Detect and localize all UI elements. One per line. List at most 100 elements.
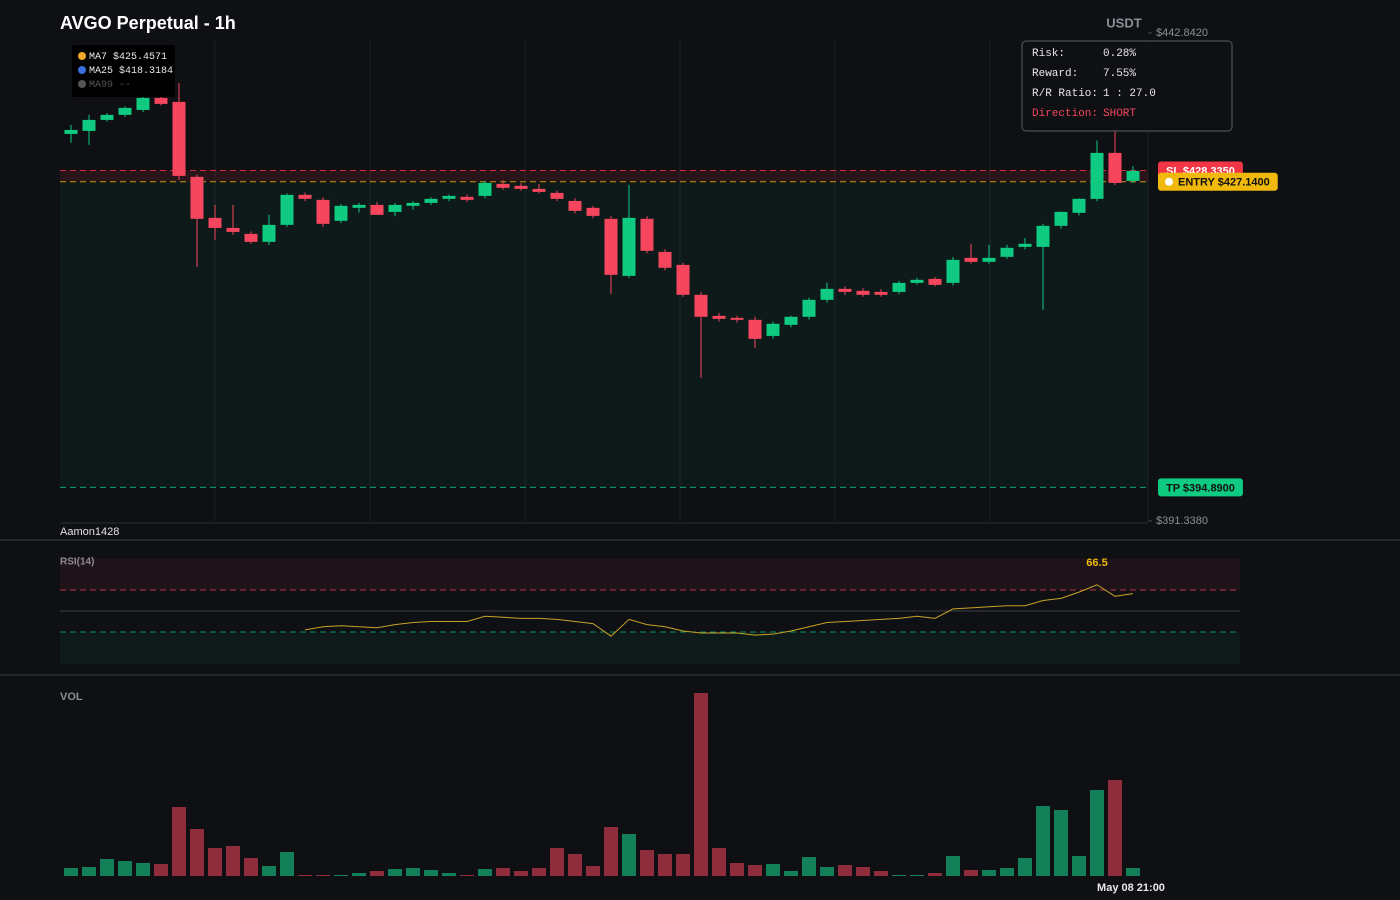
volume-bar xyxy=(802,857,816,876)
volume-bar xyxy=(748,865,762,876)
badge-dot xyxy=(1165,177,1173,186)
badge-bg xyxy=(1158,172,1278,191)
candle-body xyxy=(1018,243,1032,247)
volume-bar xyxy=(442,873,456,876)
risk-value: 7.55% xyxy=(1103,68,1136,80)
vol-title: VOL xyxy=(60,691,83,703)
legend-name: MA7 xyxy=(89,52,107,63)
volume-bar xyxy=(1018,858,1032,876)
volume-bar xyxy=(334,875,348,876)
risk-label: Reward: xyxy=(1032,68,1078,80)
level-badge: TP $394.8900 xyxy=(1158,478,1243,497)
candle-body xyxy=(388,204,402,212)
legend-dot xyxy=(78,80,86,88)
legend-text: MA25 $418.3184 xyxy=(89,65,173,77)
candle-body xyxy=(1108,152,1122,183)
candle-body xyxy=(370,204,384,215)
legend-name: MA99 xyxy=(89,80,113,91)
volume-bar xyxy=(1126,868,1140,876)
rsi-value-label: 66.5 xyxy=(1086,557,1107,569)
y-tick-label: $391.3380 xyxy=(1156,515,1208,527)
risk-label: R/R Ratio: xyxy=(1032,88,1098,100)
level-badge: ENTRY $427.1400 xyxy=(1158,172,1278,191)
volume-bar xyxy=(244,858,258,876)
volume-bar xyxy=(460,875,474,876)
candle-body xyxy=(460,196,474,200)
volume-bar xyxy=(316,875,330,876)
volume-bar xyxy=(1090,790,1104,876)
currency: USDT xyxy=(1106,15,1141,30)
oversold-zone xyxy=(60,632,1240,664)
volume-bar xyxy=(568,854,582,876)
risk-panel-bg xyxy=(1021,40,1233,132)
candle-body xyxy=(82,119,96,131)
candle-body xyxy=(280,194,294,225)
candle-body xyxy=(208,217,222,228)
candle-body xyxy=(406,202,420,206)
volume-bar xyxy=(136,863,150,876)
volume-bar xyxy=(550,848,564,876)
volume-bar xyxy=(658,854,672,876)
volume-bar xyxy=(496,868,510,876)
candle-body xyxy=(640,218,654,251)
candle-body xyxy=(622,217,636,276)
risk-panel: Risk: 0.28% Reward: 7.55% R/R Ratio: 1 : 27.0… xyxy=(1021,40,1233,132)
volume-bar xyxy=(1000,868,1014,876)
candle-body xyxy=(658,251,672,268)
volume-bar xyxy=(172,807,186,876)
candle-body xyxy=(1036,225,1050,247)
volume-bar xyxy=(118,861,132,876)
risk-label: Risk: xyxy=(1032,48,1065,60)
legend-text: MA99 -- xyxy=(89,80,131,91)
legend-name: MA25 xyxy=(89,66,113,77)
candle-body xyxy=(856,290,870,295)
legend-bg xyxy=(72,45,175,97)
level-label: ENTRY $427.1400 xyxy=(1178,177,1270,189)
candle-body xyxy=(100,114,114,120)
risk-value: 1 : 27.0 xyxy=(1103,88,1156,100)
volume-bar xyxy=(928,873,942,876)
legend-value: $418.3184 xyxy=(119,65,173,77)
volume-bar xyxy=(784,871,798,876)
candle-body xyxy=(910,279,924,283)
candle-body xyxy=(928,278,942,285)
volume-bar xyxy=(874,871,888,876)
volume-bar xyxy=(262,866,276,876)
candle-body xyxy=(982,257,996,262)
volume-bar xyxy=(892,875,906,876)
volume-bar xyxy=(622,834,636,876)
legend-value: -- xyxy=(119,80,131,91)
candle-body xyxy=(1072,198,1086,213)
volume-bar xyxy=(640,850,654,876)
volume-bar xyxy=(910,875,924,876)
volume-bar xyxy=(604,827,618,876)
volume-bar xyxy=(478,869,492,876)
badge-bg xyxy=(1158,478,1243,497)
chart-title: AVGO Perpetual - 1h xyxy=(60,13,236,33)
volume-bar xyxy=(370,871,384,876)
x-tick-label: May 08 21:00 xyxy=(1097,882,1165,894)
candle-body xyxy=(550,192,564,199)
candle-body xyxy=(226,227,240,232)
candle-body xyxy=(172,101,186,176)
candle-body xyxy=(478,182,492,196)
candle-body xyxy=(586,207,600,216)
candle-body xyxy=(838,288,852,292)
risk-value: SHORT xyxy=(1103,108,1136,120)
candle-body xyxy=(892,282,906,292)
volume-bar xyxy=(424,870,438,876)
volume-bar xyxy=(730,863,744,876)
volume-bar xyxy=(676,854,690,876)
volume-bar xyxy=(694,693,708,876)
volume-bar xyxy=(226,846,240,876)
reward-zone xyxy=(60,181,1148,488)
candle-body xyxy=(154,97,168,104)
volume-bar xyxy=(208,848,222,876)
candle-body xyxy=(298,194,312,199)
vertical-grid xyxy=(214,40,1149,521)
level-label: TP $394.8900 xyxy=(1166,482,1235,494)
candle-body xyxy=(784,316,798,325)
watermark: Aamon1428 xyxy=(60,526,119,538)
